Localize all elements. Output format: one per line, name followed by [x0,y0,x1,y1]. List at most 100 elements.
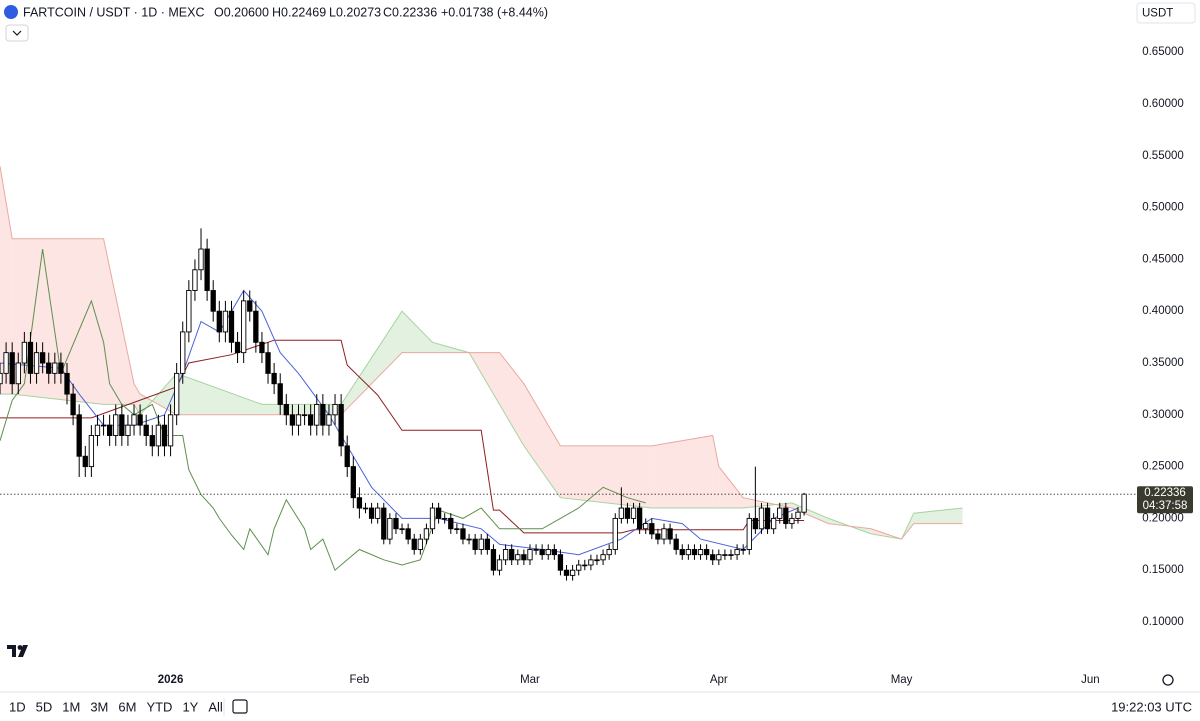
candle-body [94,424,101,436]
candle-body [466,538,472,541]
candle-body [149,435,155,447]
y-tick-label: 0.30000 [1142,409,1184,421]
candle-body [783,507,789,525]
symbol-icon [4,5,18,19]
candle-body [697,549,704,556]
candle-body [649,523,655,535]
candle-body [746,517,752,550]
candle-body [496,559,503,571]
collapse-button[interactable] [5,24,29,42]
x-tick-label: Apr [710,674,728,686]
timeframe-button[interactable]: 1M [62,699,80,714]
candle-body [777,507,783,519]
candle-body [387,517,393,540]
candle-body [137,414,143,426]
candle-body [399,528,405,531]
candle-body [740,549,746,551]
indicator-line [0,289,799,556]
countdown-label: 04:37:58 [1143,500,1188,512]
timeframe-button[interactable]: All [208,699,223,714]
candle-body [27,341,34,374]
candle-body [429,507,436,530]
candle-body [64,372,70,395]
candle-body [393,517,399,530]
candle-body [636,507,643,530]
candle-body [764,507,771,530]
candle-body [612,517,618,550]
candle-body [557,554,564,571]
candle-body [722,554,728,556]
candle-body [405,528,411,540]
cloud-segment [712,435,719,509]
candle-body [113,414,119,436]
candle-body [679,549,685,556]
candle-body [320,403,326,426]
settings-button[interactable] [1162,674,1174,686]
candle-body [70,393,76,416]
candle-body [222,310,229,333]
candle-body [259,341,265,354]
cloud-segment [499,352,524,446]
candle-body [752,517,759,530]
candle-body [685,549,692,556]
candle-body [332,403,338,416]
candle-body [82,455,88,468]
candle-body [569,569,576,576]
symbol-title: FARTCOIN / USDT · 1D · MEXC [23,5,205,19]
candle-body [241,300,247,354]
candle-body [283,403,289,416]
timeframe-button[interactable]: 5D [36,699,53,714]
y-tick-label: 0.35000 [1142,357,1184,369]
candle-body [411,538,417,550]
plot-area [0,166,1136,581]
candle-body [314,403,320,426]
candle-body [350,466,356,499]
candle-body [460,528,466,540]
candle-body [795,511,801,519]
candle-body [551,549,557,556]
currency-label: USDT [1142,8,1173,20]
candle-body [789,517,795,525]
collapse-icon [12,30,22,36]
cloud-segment [718,466,744,509]
legend-high: H0.22469 [272,5,326,19]
candle-body [758,507,765,530]
candle-body [167,414,174,447]
candle-body [691,549,698,556]
candle-body [527,549,533,561]
candle-body [655,533,661,540]
candle-body [161,424,168,447]
candle-body [618,507,624,519]
candle-body [563,569,570,576]
date-range-button[interactable] [232,699,248,714]
candle-body [204,248,210,291]
cloud-segment [12,238,104,405]
candle-body [186,290,192,333]
legend-close: C0.22336 [383,5,437,19]
candle-body [301,414,308,417]
timeframe-button[interactable]: YTD [146,699,172,714]
candle-body [734,549,740,556]
candle-body [174,372,180,416]
candle-body [509,549,515,561]
candle-body [454,528,460,531]
timeframe-button[interactable]: 3M [90,699,108,714]
cloud-segment [140,373,177,415]
y-tick-label: 0.15000 [1142,564,1184,576]
y-tick-label: 0.60000 [1142,98,1184,110]
candle-body [9,352,15,385]
timeframe-button[interactable]: 1Y [182,699,198,714]
cloud-segment [523,383,561,498]
y-tick-label: 0.25000 [1142,461,1184,473]
timeframe-button[interactable]: 1D [9,699,26,714]
candle-body [362,507,369,510]
timeframe-button[interactable]: 6M [118,699,136,714]
cloud-segment [560,445,652,509]
legend-low: L0.20273 [329,5,381,19]
cloud-segment [402,311,433,353]
candle-body [710,554,716,561]
cloud-segment [651,435,713,509]
candle-body [368,507,375,519]
currency-button[interactable] [1136,2,1196,24]
